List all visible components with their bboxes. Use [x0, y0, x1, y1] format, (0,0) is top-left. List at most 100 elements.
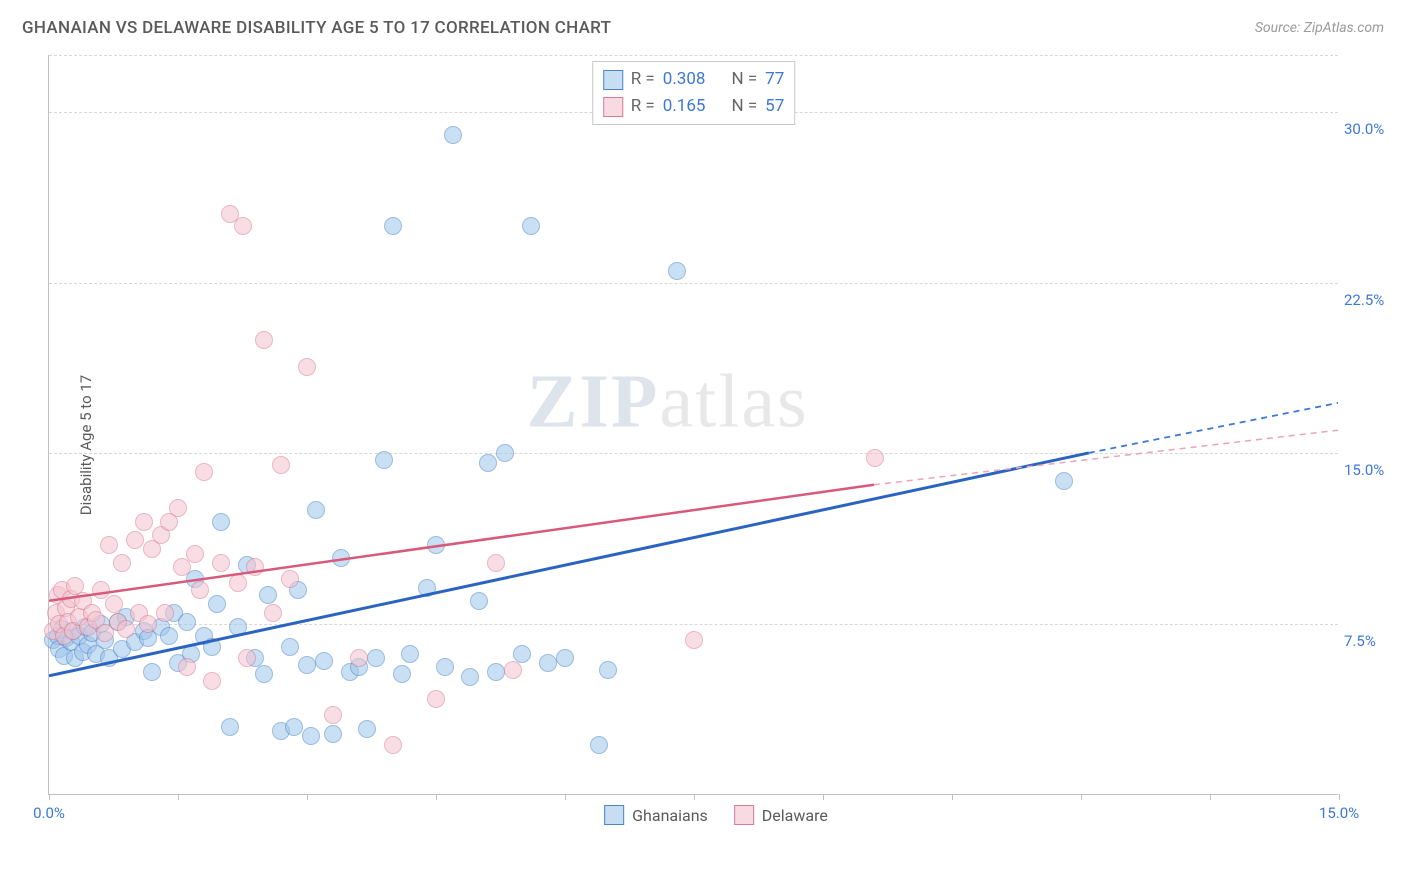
data-point-delaware	[186, 545, 204, 563]
data-point-delaware	[255, 331, 273, 349]
data-point-ghanaians	[427, 536, 445, 554]
data-point-ghanaians	[255, 665, 273, 683]
x-tick	[952, 794, 953, 800]
r-value-ghanaians: 0.308	[663, 66, 706, 93]
data-point-ghanaians	[281, 638, 299, 656]
series-legend-item-ghanaians: Ghanaians	[604, 805, 708, 825]
y-tick-label: 30.0%	[1338, 120, 1388, 138]
y-tick-label: 7.5%	[1338, 632, 1388, 650]
plot-area: ZIPatlas R = 0.308 N = 77 R = 0.165 N = …	[48, 55, 1338, 795]
data-point-ghanaians	[259, 586, 277, 604]
n-label: N =	[731, 66, 757, 93]
data-point-delaware	[203, 672, 221, 690]
legend-swatch-delaware	[734, 805, 754, 825]
data-point-delaware	[191, 581, 209, 599]
y-tick-label: 15.0%	[1338, 461, 1388, 479]
data-point-ghanaians	[401, 645, 419, 663]
x-tick	[1210, 794, 1211, 800]
data-point-delaware	[234, 217, 252, 235]
series-legend-label: Ghanaians	[632, 806, 708, 825]
data-point-delaware	[350, 649, 368, 667]
data-point-ghanaians	[307, 501, 325, 519]
legend-swatch-ghanaians	[604, 805, 624, 825]
x-tick	[1081, 794, 1082, 800]
data-point-ghanaians	[160, 627, 178, 645]
watermark-part2: atlas	[659, 360, 808, 444]
series-legend: Ghanaians Delaware	[604, 805, 828, 825]
data-point-ghanaians	[324, 725, 342, 743]
data-point-ghanaians	[436, 658, 454, 676]
data-point-ghanaians	[315, 652, 333, 670]
data-point-delaware	[105, 595, 123, 613]
correlation-legend: R = 0.308 N = 77 R = 0.165 N = 57	[592, 61, 796, 125]
data-point-ghanaians	[143, 663, 161, 681]
x-tick-label: 0.0%	[33, 804, 65, 822]
data-point-ghanaians	[470, 592, 488, 610]
data-point-ghanaians	[367, 649, 385, 667]
data-point-ghanaians	[1055, 472, 1073, 490]
data-point-delaware	[487, 554, 505, 572]
data-point-delaware	[246, 558, 264, 576]
data-point-ghanaians	[212, 513, 230, 531]
data-point-ghanaians	[221, 718, 239, 736]
data-point-delaware	[229, 574, 247, 592]
data-point-ghanaians	[418, 579, 436, 597]
data-point-ghanaians	[298, 656, 316, 674]
data-point-ghanaians	[229, 618, 247, 636]
data-point-delaware	[427, 690, 445, 708]
data-point-delaware	[324, 706, 342, 724]
legend-swatch-ghanaians	[603, 70, 623, 90]
data-point-ghanaians	[208, 595, 226, 613]
watermark: ZIPatlas	[527, 359, 809, 446]
data-point-delaware	[135, 513, 153, 531]
n-value-delaware: 57	[765, 93, 784, 120]
chart-container: Disability Age 5 to 17 ZIPatlas R = 0.30…	[48, 55, 1384, 835]
data-point-ghanaians	[496, 444, 514, 462]
data-point-delaware	[169, 499, 187, 517]
data-point-delaware	[156, 604, 174, 622]
data-point-delaware	[504, 661, 522, 679]
x-tick	[436, 794, 437, 800]
data-point-ghanaians	[487, 663, 505, 681]
grid-line	[49, 55, 1338, 56]
data-point-ghanaians	[358, 720, 376, 738]
data-point-delaware	[212, 554, 230, 572]
data-point-ghanaians	[461, 668, 479, 686]
data-point-delaware	[139, 615, 157, 633]
data-point-delaware	[685, 631, 703, 649]
series-legend-label: Delaware	[762, 806, 828, 825]
data-point-delaware	[238, 649, 256, 667]
trend-line-extrapolated-ghanaians	[1089, 403, 1338, 453]
data-point-delaware	[281, 570, 299, 588]
correlation-legend-row-b: R = 0.165 N = 57	[603, 93, 785, 120]
x-tick	[565, 794, 566, 800]
data-point-ghanaians	[375, 451, 393, 469]
data-point-delaware	[178, 658, 196, 676]
data-point-ghanaians	[479, 454, 497, 472]
chart-title: GHANAIAN VS DELAWARE DISABILITY AGE 5 TO…	[22, 18, 611, 38]
data-point-delaware	[117, 620, 135, 638]
data-point-delaware	[384, 736, 402, 754]
data-point-ghanaians	[178, 613, 196, 631]
x-tick	[49, 794, 50, 800]
trend-line-extrapolated-delaware	[874, 430, 1338, 485]
data-point-delaware	[298, 358, 316, 376]
grid-line	[49, 283, 1338, 284]
x-tick-label: 15.0%	[1319, 804, 1359, 822]
data-point-ghanaians	[332, 549, 350, 567]
data-point-ghanaians	[444, 126, 462, 144]
data-point-delaware	[272, 456, 290, 474]
x-tick	[1339, 794, 1340, 800]
data-point-ghanaians	[285, 718, 303, 736]
data-point-ghanaians	[599, 661, 617, 679]
chart-header: GHANAIAN VS DELAWARE DISABILITY AGE 5 TO…	[22, 18, 1384, 38]
data-point-ghanaians	[302, 727, 320, 745]
data-point-ghanaians	[384, 217, 402, 235]
data-point-ghanaians	[556, 649, 574, 667]
n-label: N =	[731, 93, 757, 120]
r-value-delaware: 0.165	[663, 93, 706, 120]
data-point-delaware	[113, 554, 131, 572]
data-point-delaware	[173, 558, 191, 576]
data-point-ghanaians	[203, 638, 221, 656]
trend-lines-layer	[49, 55, 1338, 794]
